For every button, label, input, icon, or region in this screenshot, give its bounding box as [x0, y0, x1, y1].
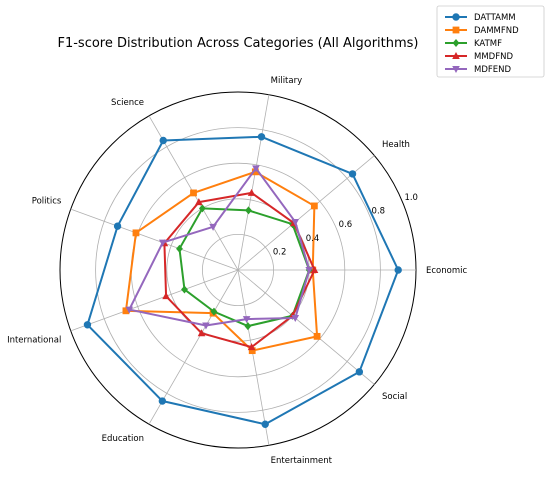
legend: DATTAMM DAMMFND KATMF MMDFND MDFEND [436, 5, 545, 78]
data-point-mmdfnd-education [197, 329, 206, 337]
data-point-dammfnd-international [122, 307, 130, 315]
data-point-dattamm-politics [113, 222, 122, 230]
category-label-social: Social [382, 392, 407, 402]
grid-spoke [237, 269, 270, 446]
data-point-mdfend-entertainment [242, 316, 251, 324]
radar-labels: 0.2 0.4 0.6 0.8 1.0 Economic Health Military Sci… [7, 76, 467, 466]
radial-tick-label: 0.8 [372, 207, 386, 217]
legend-item-mdfend: MDFEND [445, 65, 511, 75]
category-label-entertainment: Entertainment [271, 456, 333, 466]
radar-grid [59, 91, 417, 449]
legend-item-dammfnd: DAMMFND [445, 26, 519, 36]
data-point-mdfend-health [291, 218, 300, 226]
data-point-dattamm-health [348, 170, 357, 178]
legend-marker-katmf [452, 39, 460, 47]
data-point-mmdfnd-science [195, 198, 203, 206]
series-dammfnd [122, 168, 321, 355]
data-point-mdfend-social [291, 315, 300, 323]
series-line-dattamm [86, 135, 400, 426]
data-point-katmf-politics [176, 244, 183, 253]
data-point-mmdfnd-entertainment [247, 343, 256, 351]
chart-title: F1-score Distribution Across Categories … [57, 36, 418, 51]
series-line-mmdfnd [163, 191, 316, 349]
legend-label-mmdfnd: MMDFND [474, 52, 513, 62]
data-point-mdfend-politics [158, 239, 167, 247]
legend-frame [436, 5, 545, 78]
data-point-mmdfnd-military [247, 188, 256, 196]
legend-marker-mdfend [452, 66, 460, 73]
category-label-international: International [7, 335, 61, 345]
data-point-dammfnd-entertainment [248, 347, 256, 355]
data-point-dammfnd-health [310, 202, 318, 210]
data-point-dammfnd-military [251, 168, 259, 176]
category-label-military: Military [271, 76, 303, 86]
category-label-health: Health [382, 140, 410, 150]
radar-series [83, 133, 402, 428]
data-point-dattamm-international [83, 321, 92, 329]
data-point-mmdfnd-international [162, 292, 170, 300]
grid-spoke [70, 208, 239, 271]
data-point-dattamm-entertainment [261, 420, 269, 428]
data-point-dattamm-education [158, 397, 167, 405]
legend-label-dammfnd: DAMMFND [474, 26, 519, 36]
radial-tick-label: 0.6 [339, 220, 353, 230]
legend-label-dattamm: DATTAMM [474, 13, 516, 23]
category-label-economic: Economic [426, 266, 467, 276]
data-point-katmf-military [245, 206, 252, 215]
data-point-mdfend-science [209, 223, 217, 231]
data-point-mdfend-education [202, 322, 210, 330]
data-point-dammfnd-politics [132, 229, 140, 237]
data-point-dattamm-military [257, 133, 266, 141]
category-label-politics: Politics [32, 197, 62, 207]
data-point-dattamm-economic [394, 266, 402, 274]
data-point-katmf-education [210, 307, 218, 316]
grid-spoke [70, 269, 239, 332]
series-line-dammfnd [124, 170, 319, 352]
legend-marker-mmdfnd [452, 52, 460, 59]
data-point-dammfnd-science [190, 189, 197, 197]
data-point-katmf-science [199, 204, 206, 213]
data-point-mdfend-economic [305, 267, 313, 274]
legend-item-katmf: KATMF [445, 39, 502, 49]
category-label-education: Education [102, 434, 144, 444]
data-point-dammfnd-social [313, 332, 321, 340]
legend-marker-dattamm [452, 13, 460, 21]
data-point-dattamm-social [355, 368, 364, 376]
series-line-mdfend [128, 167, 311, 327]
data-point-mdfend-military [252, 165, 260, 173]
legend-marker-dammfnd [452, 26, 460, 34]
radial-tick-label: 1.0 [404, 193, 418, 203]
data-point-mmdfnd-economic [310, 266, 319, 273]
data-point-dattamm-science [159, 136, 167, 145]
legend-label-mdfend: MDFEND [474, 65, 511, 75]
data-point-katmf-entertainment [244, 322, 252, 331]
series-mmdfnd [160, 188, 319, 351]
radial-tick-label: 0.2 [273, 247, 287, 257]
series-dattamm [83, 133, 402, 428]
grid-spoke [237, 94, 270, 271]
legend-item-mmdfnd: MMDFND [445, 52, 513, 62]
legend-label-katmf: KATMF [474, 39, 502, 49]
series-mdfend [125, 165, 313, 330]
data-point-katmf-international [181, 285, 188, 294]
grid-spoke [237, 269, 375, 385]
legend-item-dattamm: DATTAMM [445, 13, 516, 23]
radial-tick-label: 0.4 [306, 234, 320, 244]
category-label-science: Science [111, 98, 144, 108]
series-line-katmf [178, 207, 311, 328]
data-point-mdfend-international [125, 306, 134, 314]
